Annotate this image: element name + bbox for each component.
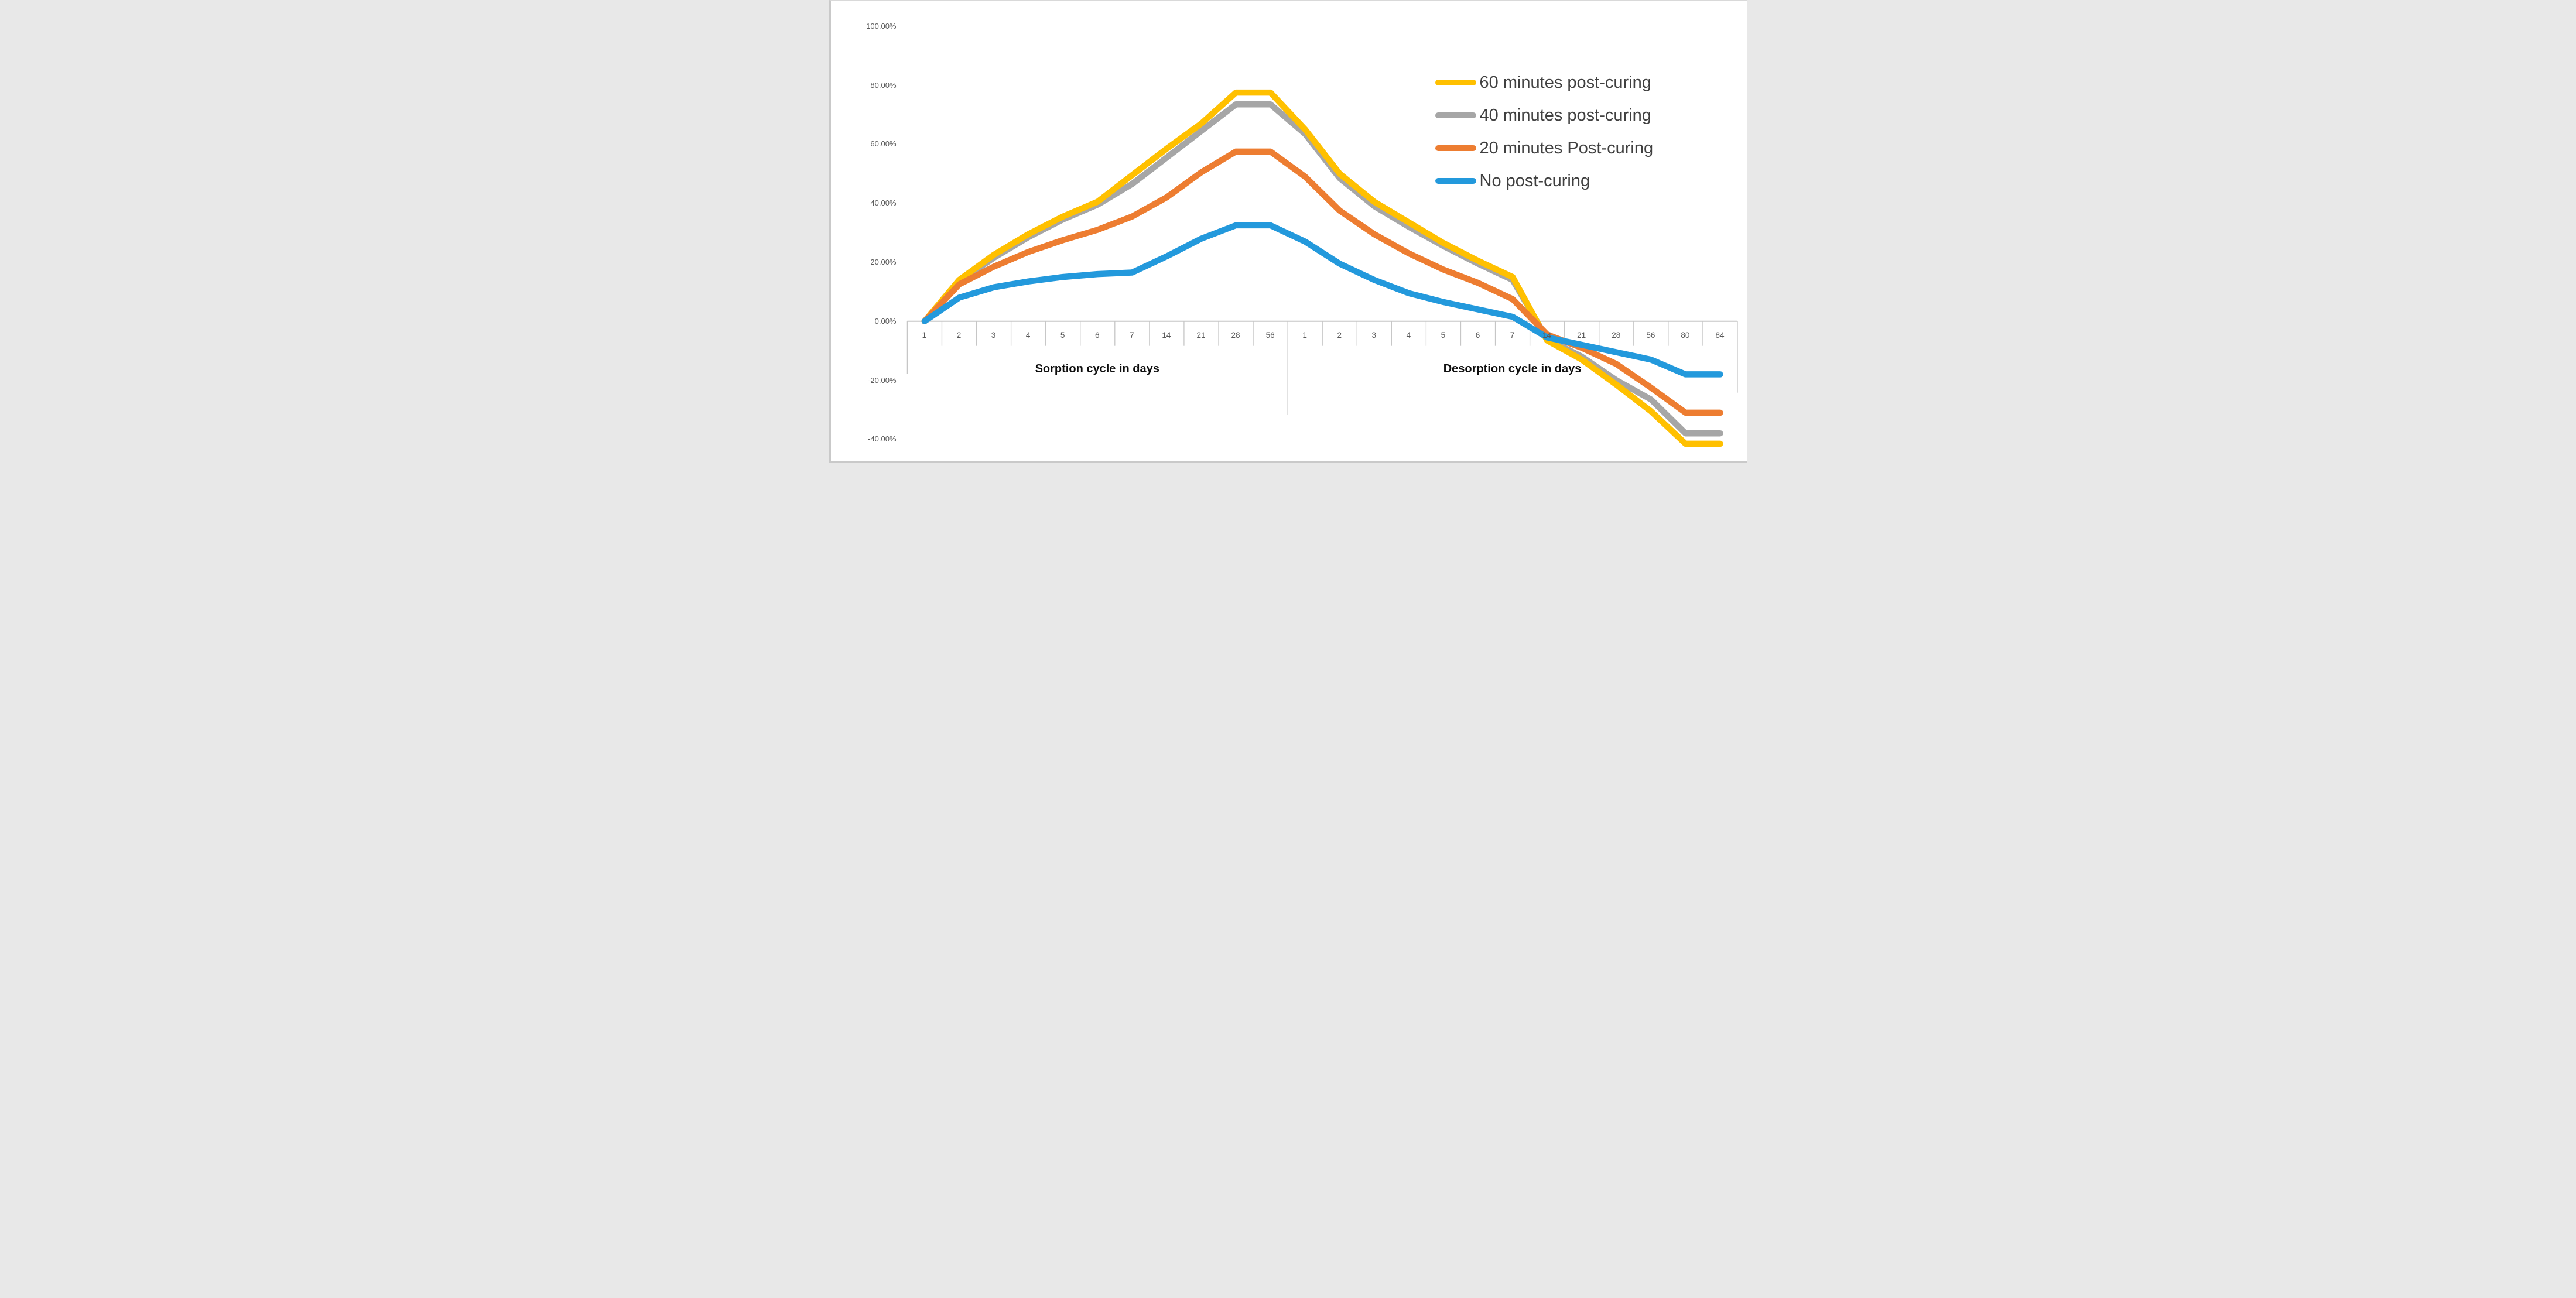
x-tick-label: 14	[1542, 330, 1552, 340]
x-tick-label: 5	[1441, 330, 1446, 340]
x-tick-label: 2	[956, 330, 962, 340]
y-tick-label: -20.00%	[868, 375, 897, 385]
x-tick-label: 5	[1060, 330, 1065, 340]
series-line-no-post-curing	[921, 222, 1723, 378]
x-tick-label: 14	[1162, 330, 1171, 340]
y-tick-label: 100.00%	[866, 21, 897, 30]
y-tick-label: 0.00%	[874, 316, 897, 326]
x-tick-label: 1	[1302, 330, 1307, 340]
x-tick-label: 56	[1265, 330, 1275, 340]
x-axis-group-label-sorption-cycle-in-days: Sorption cycle in days	[1035, 362, 1159, 375]
y-tick-label: -40.00%	[868, 434, 897, 444]
x-tick-label: 2	[1337, 330, 1342, 340]
line-plot	[906, 89, 1738, 447]
legend-item-no-post-curing: No post-curing	[1435, 165, 1654, 197]
x-axis-group-label-desorption-cycle-in-days: Desorption cycle in days	[1443, 362, 1582, 375]
legend-label: 40 minutes post-curing	[1479, 105, 1651, 125]
x-tick-label: 56	[1646, 330, 1655, 340]
legend-swatch-icon	[1435, 112, 1476, 118]
x-tick-label: 80	[1681, 330, 1690, 340]
x-tick-label: 6	[1475, 330, 1480, 340]
x-tick-label: 21	[1196, 330, 1206, 340]
legend-item-20-minutes-post-curing: 20 minutes Post-curing	[1435, 132, 1654, 165]
legend-swatch-icon	[1435, 80, 1476, 85]
y-tick-label: 40.00%	[870, 198, 897, 208]
chart-container: 100.00% 80.00% 60.00% 40.00% 20.00% 0.00% -20.…	[829, 0, 1747, 463]
y-tick-label: 20.00%	[870, 257, 897, 266]
x-tick-label: 6	[1094, 330, 1100, 340]
x-tick-label: 7	[1130, 330, 1134, 340]
x-tick-label: 28	[1612, 330, 1621, 340]
series-line-60-minutes-post-curing	[921, 89, 1723, 447]
x-tick-label: 28	[1231, 330, 1240, 340]
x-tick-label: 3	[1371, 330, 1377, 340]
legend-swatch-icon	[1435, 178, 1476, 184]
legend: 60 minutes post-curing 40 minutes post-cu…	[1435, 66, 1654, 197]
x-tick-label: 84	[1715, 330, 1725, 340]
legend-label: No post-curing	[1479, 171, 1590, 190]
legend-item-60-minutes-post-curing: 60 minutes post-curing	[1435, 66, 1654, 99]
legend-swatch-icon	[1435, 145, 1476, 151]
x-tick-label: 1	[922, 330, 927, 340]
y-tick-label: 60.00%	[870, 139, 897, 149]
x-tick-label: 4	[1025, 330, 1031, 340]
x-tick-label: 21	[1577, 330, 1586, 340]
x-tick-label: 3	[991, 330, 996, 340]
series-line-20-minutes-post-curing	[921, 148, 1723, 416]
legend-label: 20 minutes Post-curing	[1479, 138, 1654, 157]
legend-item-40-minutes-post-curing: 40 minutes post-curing	[1435, 99, 1654, 132]
x-tick-label: 4	[1406, 330, 1411, 340]
x-tick-label: 7	[1510, 330, 1515, 340]
y-tick-label: 80.00%	[870, 80, 897, 90]
legend-label: 60 minutes post-curing	[1479, 73, 1651, 92]
